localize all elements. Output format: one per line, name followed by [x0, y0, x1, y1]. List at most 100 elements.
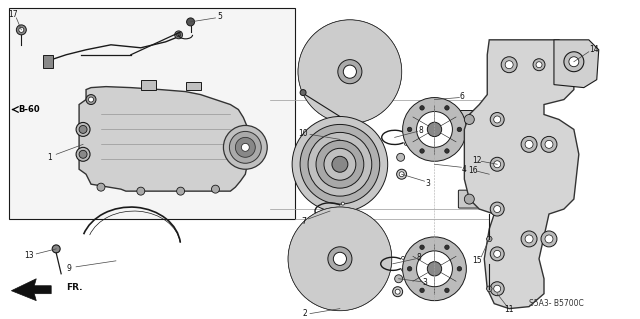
Text: 1: 1: [47, 153, 52, 162]
Circle shape: [316, 140, 364, 188]
Circle shape: [211, 185, 220, 193]
Circle shape: [315, 234, 365, 284]
Circle shape: [177, 33, 180, 37]
FancyBboxPatch shape: [458, 110, 478, 129]
Text: 17: 17: [8, 11, 18, 19]
Circle shape: [493, 250, 500, 257]
Text: 11: 11: [504, 305, 514, 314]
Circle shape: [558, 59, 570, 71]
Circle shape: [298, 20, 402, 123]
Circle shape: [545, 140, 553, 148]
Circle shape: [137, 187, 145, 195]
Circle shape: [308, 30, 392, 114]
Circle shape: [241, 143, 250, 151]
Circle shape: [399, 172, 404, 177]
Text: 16: 16: [468, 166, 478, 175]
Circle shape: [428, 262, 442, 276]
Circle shape: [295, 214, 385, 304]
Circle shape: [420, 288, 424, 293]
Circle shape: [493, 161, 500, 168]
Circle shape: [328, 50, 372, 93]
Circle shape: [417, 112, 452, 147]
Circle shape: [501, 57, 517, 73]
Circle shape: [404, 142, 408, 145]
Text: 6: 6: [460, 92, 465, 101]
Text: 13: 13: [24, 251, 34, 260]
Circle shape: [19, 27, 24, 32]
Circle shape: [338, 60, 362, 84]
Circle shape: [292, 116, 388, 212]
Circle shape: [445, 106, 449, 110]
Circle shape: [229, 131, 261, 163]
Circle shape: [541, 137, 557, 152]
Circle shape: [52, 245, 60, 253]
Circle shape: [324, 47, 375, 97]
Circle shape: [493, 205, 500, 212]
Text: 5: 5: [217, 12, 222, 21]
Circle shape: [465, 115, 474, 124]
Text: 4: 4: [462, 165, 467, 174]
Polygon shape: [44, 55, 53, 68]
Circle shape: [88, 97, 93, 102]
Bar: [31, 20, 171, 100]
Circle shape: [305, 26, 395, 117]
Circle shape: [420, 149, 424, 153]
Circle shape: [97, 183, 105, 191]
Circle shape: [525, 140, 533, 148]
Text: S5A3- B5700C: S5A3- B5700C: [529, 299, 584, 308]
Circle shape: [395, 275, 403, 283]
Circle shape: [564, 52, 584, 72]
Circle shape: [401, 256, 404, 259]
Circle shape: [397, 169, 406, 179]
Circle shape: [17, 25, 26, 35]
Polygon shape: [12, 279, 51, 300]
Polygon shape: [141, 80, 156, 90]
Circle shape: [395, 289, 400, 294]
Circle shape: [490, 247, 504, 261]
Circle shape: [76, 147, 90, 161]
Circle shape: [308, 132, 372, 196]
Circle shape: [533, 59, 545, 71]
Polygon shape: [186, 82, 200, 90]
Circle shape: [525, 235, 533, 243]
Circle shape: [403, 237, 467, 300]
Circle shape: [490, 282, 504, 296]
Polygon shape: [465, 40, 579, 308]
Circle shape: [223, 125, 268, 169]
Circle shape: [318, 40, 381, 104]
Circle shape: [333, 252, 346, 265]
Circle shape: [404, 130, 408, 132]
Circle shape: [298, 20, 402, 123]
Text: 7: 7: [301, 217, 307, 226]
Circle shape: [457, 267, 461, 271]
Circle shape: [332, 156, 348, 172]
Circle shape: [177, 187, 184, 195]
Circle shape: [315, 36, 385, 107]
Text: 3: 3: [422, 278, 427, 287]
Circle shape: [445, 149, 449, 153]
Circle shape: [428, 122, 442, 137]
Circle shape: [79, 125, 87, 133]
Circle shape: [569, 57, 579, 67]
Text: 14: 14: [589, 45, 598, 54]
Polygon shape: [10, 8, 295, 219]
Circle shape: [291, 211, 388, 307]
Text: 10: 10: [298, 129, 308, 138]
Circle shape: [403, 98, 467, 161]
Circle shape: [298, 217, 381, 300]
Text: FR.: FR.: [66, 283, 83, 292]
Circle shape: [536, 62, 542, 68]
Circle shape: [561, 62, 567, 68]
Circle shape: [445, 288, 449, 293]
Circle shape: [420, 245, 424, 249]
Circle shape: [408, 127, 412, 132]
Circle shape: [76, 122, 90, 137]
Polygon shape: [79, 87, 248, 191]
Circle shape: [397, 153, 404, 161]
Circle shape: [312, 33, 388, 110]
Circle shape: [343, 65, 356, 78]
Circle shape: [401, 268, 404, 271]
Circle shape: [490, 113, 504, 126]
Circle shape: [79, 150, 87, 158]
Polygon shape: [554, 40, 599, 88]
